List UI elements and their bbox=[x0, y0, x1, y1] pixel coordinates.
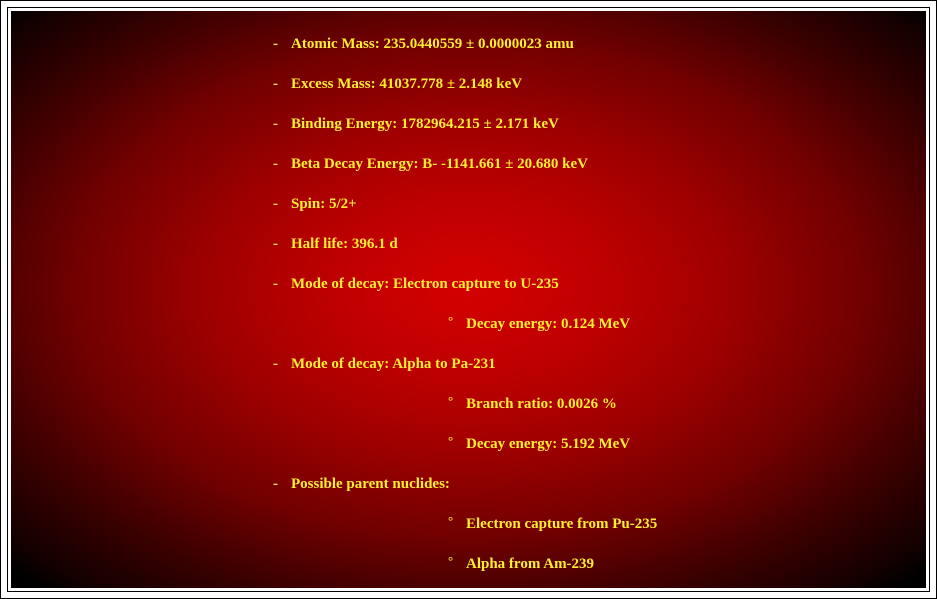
bullet-dash: - bbox=[273, 475, 291, 493]
property-sublist: °Branch ratio: 0.0026 %°Decay energy: 5.… bbox=[448, 395, 926, 453]
bullet-dash: - bbox=[273, 35, 291, 53]
property-subtext: Branch ratio: 0.0026 % bbox=[466, 396, 617, 412]
property-text: Binding Energy: 1782964.215 ± 2.171 keV bbox=[291, 116, 559, 132]
bullet-dash: - bbox=[273, 195, 291, 213]
property-subitem: °Branch ratio: 0.0026 % bbox=[448, 395, 926, 413]
property-item: -Mode of decay: Electron capture to U-23… bbox=[273, 275, 926, 293]
property-item: -Possible parent nuclides: bbox=[273, 475, 926, 493]
property-subtext: Decay energy: 0.124 MeV bbox=[466, 316, 630, 332]
bullet-degree: ° bbox=[448, 393, 466, 409]
property-item: -Atomic Mass: 235.0440559 ± 0.0000023 am… bbox=[273, 35, 926, 53]
bullet-dash: - bbox=[273, 275, 291, 293]
bullet-degree: ° bbox=[448, 433, 466, 449]
property-text: Spin: 5/2+ bbox=[291, 196, 357, 212]
bullet-dash: - bbox=[273, 75, 291, 93]
bullet-dash: - bbox=[273, 355, 291, 373]
property-subitem: °Decay energy: 0.124 MeV bbox=[448, 315, 926, 333]
property-text: Mode of decay: Electron capture to U-235 bbox=[291, 276, 559, 292]
property-text: Mode of decay: Alpha to Pa-231 bbox=[291, 356, 496, 372]
bullet-degree: ° bbox=[448, 313, 466, 329]
outer-frame: -Atomic Mass: 235.0440559 ± 0.0000023 am… bbox=[0, 0, 937, 599]
property-sublist: °Electron capture from Pu-235°Alpha from… bbox=[448, 515, 926, 573]
bullet-degree: ° bbox=[448, 513, 466, 529]
property-item: -Binding Energy: 1782964.215 ± 2.171 keV bbox=[273, 115, 926, 133]
mid-frame: -Atomic Mass: 235.0440559 ± 0.0000023 am… bbox=[7, 7, 930, 592]
property-subtext: Alpha from Am-239 bbox=[466, 556, 594, 572]
bullet-degree: ° bbox=[448, 553, 466, 569]
property-item: -Beta Decay Energy: B- -1141.661 ± 20.68… bbox=[273, 155, 926, 173]
property-item: -Half life: 396.1 d bbox=[273, 235, 926, 253]
property-text: Excess Mass: 41037.778 ± 2.148 keV bbox=[291, 76, 522, 92]
property-item: -Spin: 5/2+ bbox=[273, 195, 926, 213]
property-text: Atomic Mass: 235.0440559 ± 0.0000023 amu bbox=[291, 36, 574, 52]
property-subitem: °Alpha from Am-239 bbox=[448, 555, 926, 573]
bullet-dash: - bbox=[273, 235, 291, 253]
nuclide-property-list: -Atomic Mass: 235.0440559 ± 0.0000023 am… bbox=[273, 35, 926, 573]
property-subtext: Electron capture from Pu-235 bbox=[466, 516, 657, 532]
property-item: -Mode of decay: Alpha to Pa-231 bbox=[273, 355, 926, 373]
property-item: -Excess Mass: 41037.778 ± 2.148 keV bbox=[273, 75, 926, 93]
bullet-dash: - bbox=[273, 115, 291, 133]
property-subtext: Decay energy: 5.192 MeV bbox=[466, 436, 630, 452]
property-subitem: °Electron capture from Pu-235 bbox=[448, 515, 926, 533]
property-text: Possible parent nuclides: bbox=[291, 476, 450, 492]
property-text: Half life: 396.1 d bbox=[291, 236, 398, 252]
bullet-dash: - bbox=[273, 155, 291, 173]
property-sublist: °Decay energy: 0.124 MeV bbox=[448, 315, 926, 333]
property-subitem: °Decay energy: 5.192 MeV bbox=[448, 435, 926, 453]
property-text: Beta Decay Energy: B- -1141.661 ± 20.680… bbox=[291, 156, 588, 172]
nuclide-panel: -Atomic Mass: 235.0440559 ± 0.0000023 am… bbox=[11, 11, 926, 588]
